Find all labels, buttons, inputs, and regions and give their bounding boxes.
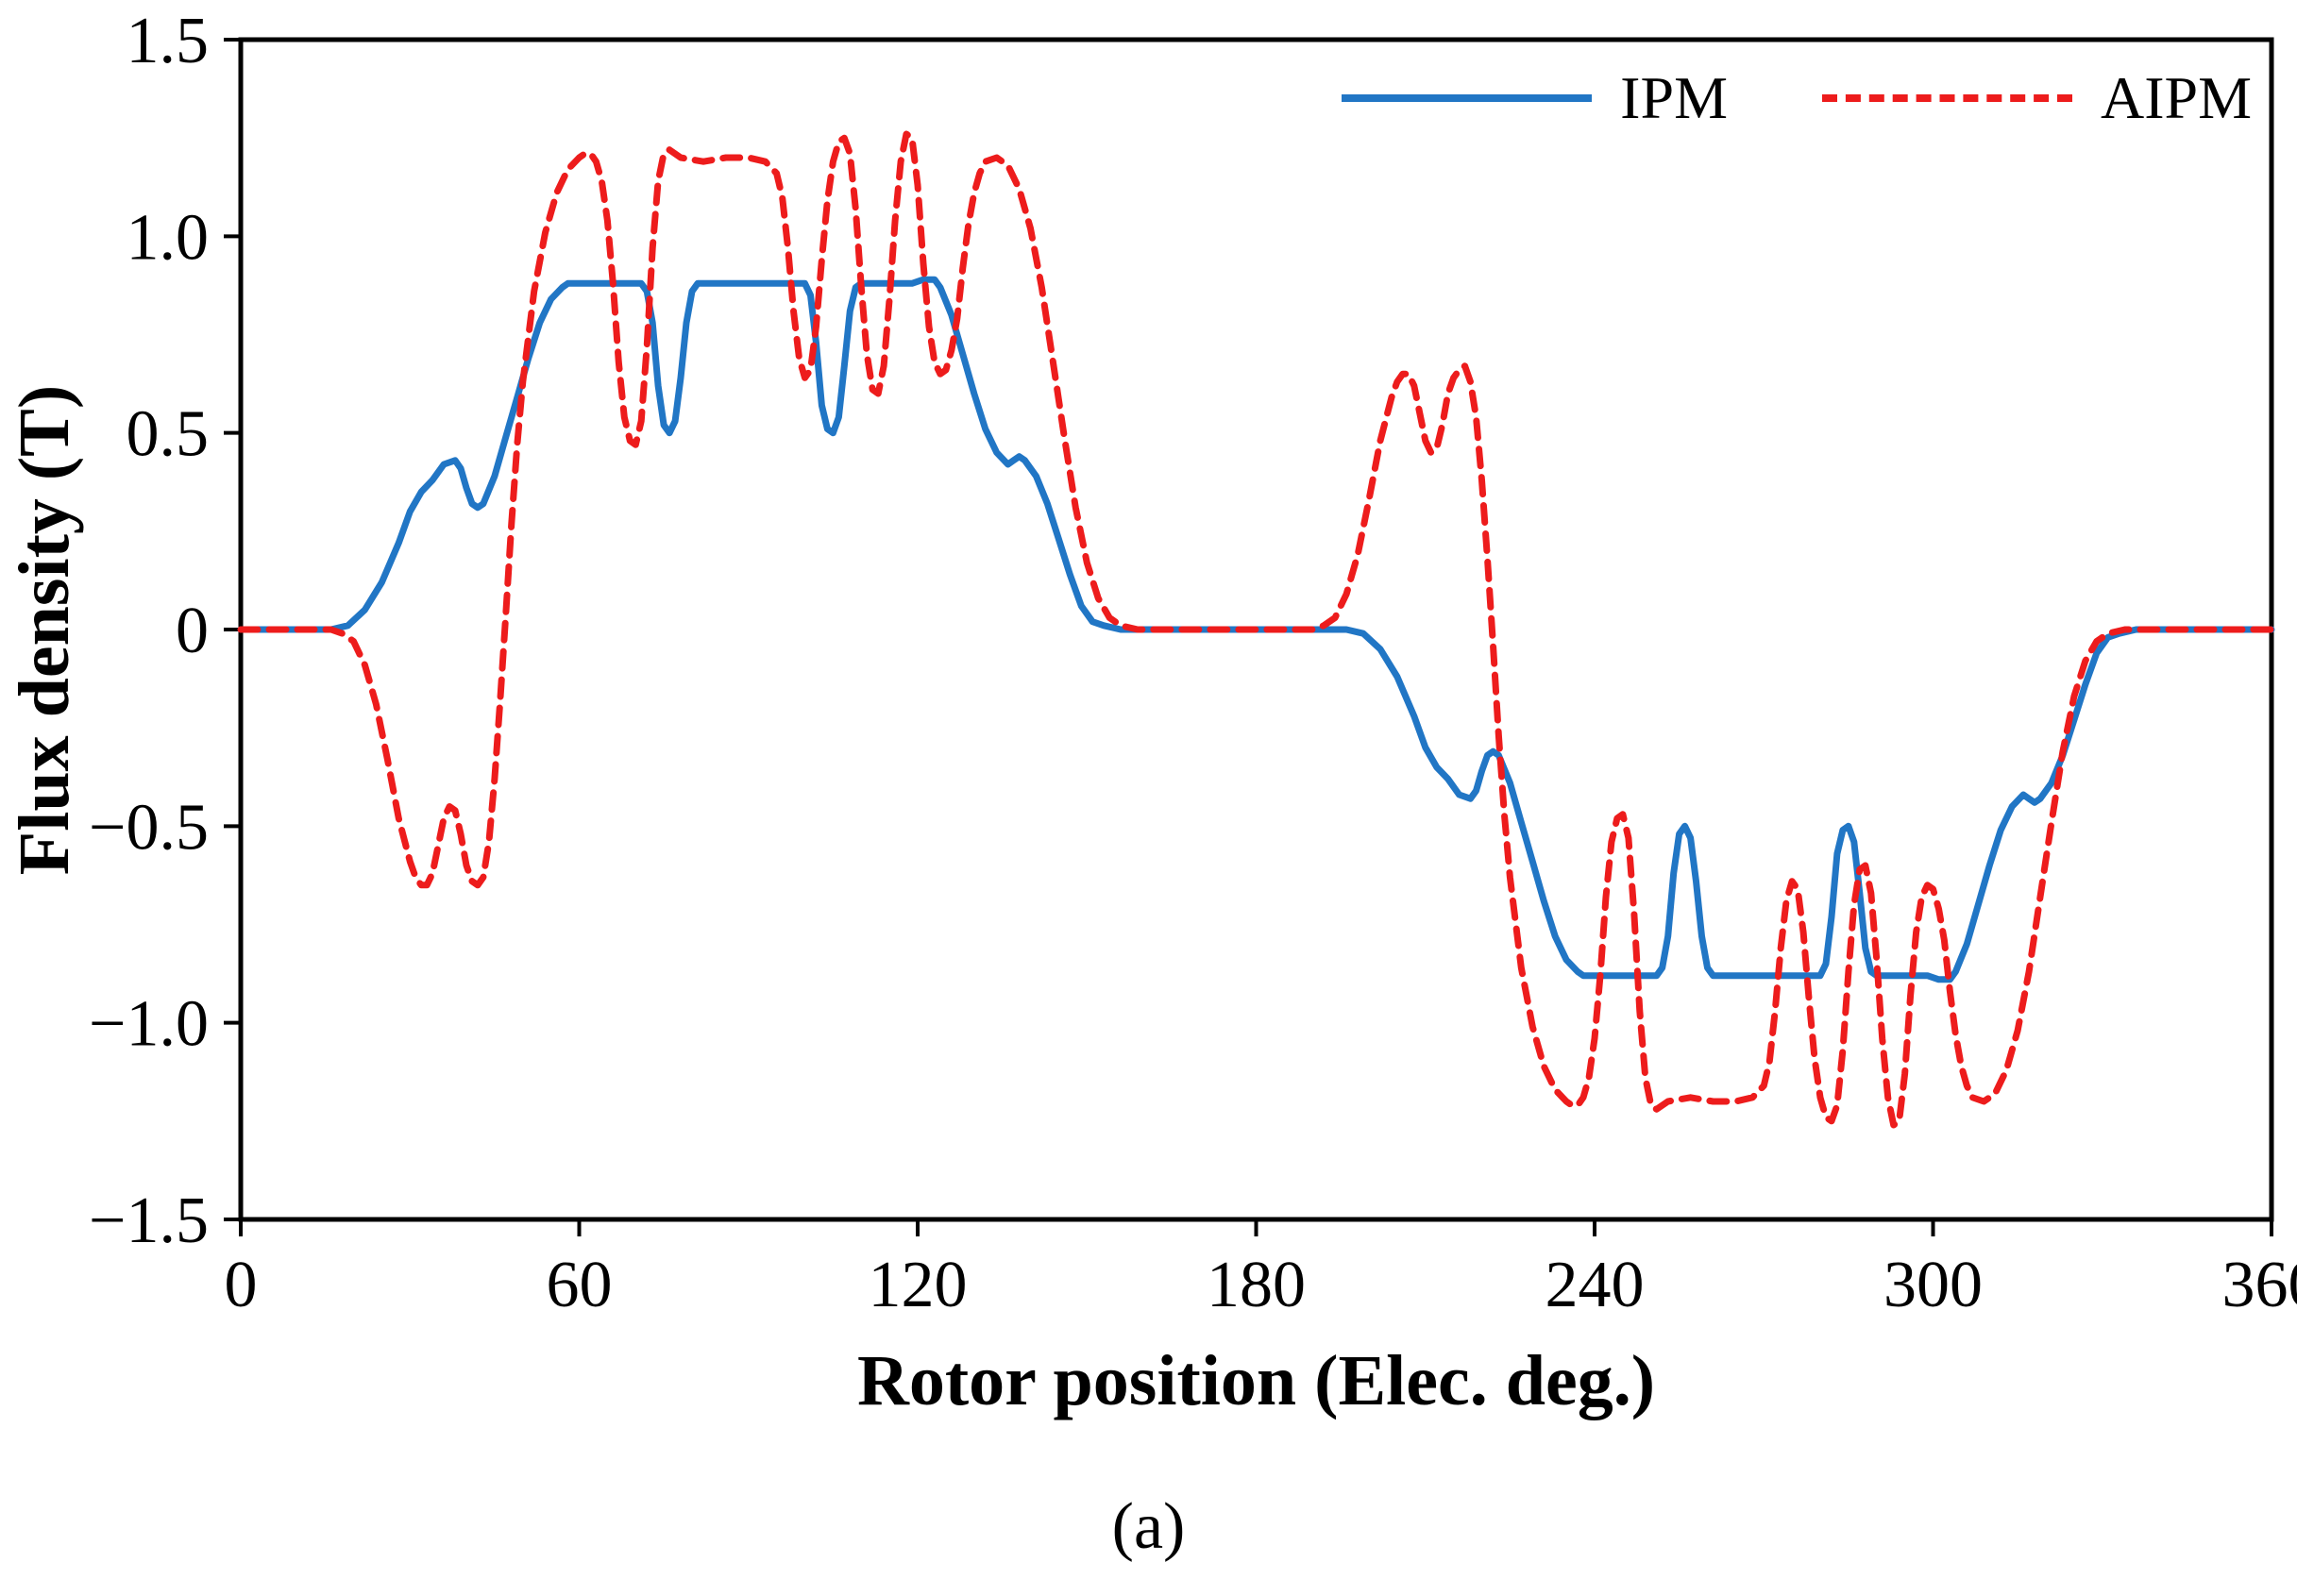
legend-label-ipm: IPM bbox=[1620, 64, 1728, 131]
series-line-aipm bbox=[237, 130, 2275, 1129]
y-tick-label: 0 bbox=[176, 595, 209, 667]
legend-item-aipm: AIPM bbox=[1821, 64, 2252, 131]
y-tick-label: −0.5 bbox=[89, 791, 209, 864]
aipm-line-sample bbox=[1821, 94, 2072, 102]
x-tick-label: 300 bbox=[1883, 1249, 1983, 1321]
y-tick-label: 1.0 bbox=[127, 201, 210, 274]
x-tick-label: 180 bbox=[1207, 1249, 1306, 1321]
legend-label-aipm: AIPM bbox=[2100, 64, 2252, 131]
x-tick-label: 0 bbox=[225, 1249, 258, 1321]
x-tick-label: 240 bbox=[1545, 1249, 1645, 1321]
y-tick-label: 1.5 bbox=[127, 5, 210, 77]
legend: IPM AIPM bbox=[1342, 68, 2252, 128]
legend-item-ipm: IPM bbox=[1342, 68, 1728, 128]
y-axis-title-wrap: Flux density (T) bbox=[0, 40, 91, 1219]
y-axis-ticks: −1.5 −1.0 −0.5 0 0.5 1.0 1.5 bbox=[89, 5, 241, 1257]
x-tick-label: 360 bbox=[2222, 1249, 2297, 1321]
y-tick-label: 0.5 bbox=[127, 398, 210, 471]
figure-caption: (a) bbox=[1111, 1490, 1186, 1563]
x-axis-ticks: 0 60 120 180 240 300 360 bbox=[225, 1219, 2297, 1321]
x-axis-title: Rotor position (Elec. deg.) bbox=[856, 1341, 1656, 1420]
x-tick-label: 60 bbox=[547, 1249, 613, 1321]
y-tick-label: −1.5 bbox=[89, 1184, 209, 1257]
x-tick-label: 120 bbox=[869, 1249, 968, 1321]
y-axis-title: Flux density (T) bbox=[5, 384, 85, 875]
y-tick-label: −1.0 bbox=[89, 988, 209, 1061]
ipm-line-sample bbox=[1342, 94, 1593, 102]
